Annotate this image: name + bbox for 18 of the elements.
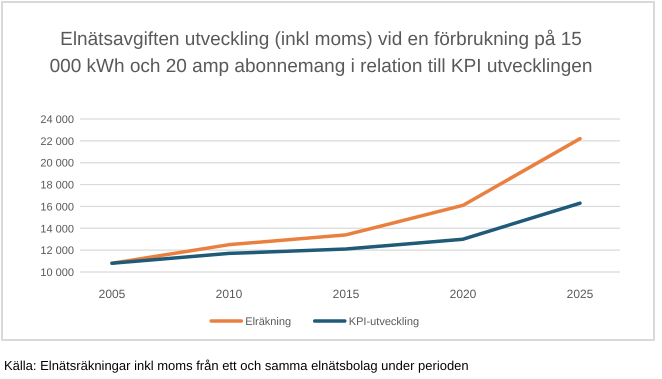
- line-series: [110, 201, 582, 266]
- y-tick-label: 14 000: [40, 223, 74, 236]
- legend-label: KPI-utveckling: [348, 316, 420, 328]
- y-tick-label: 20 000: [40, 158, 74, 170]
- y-tick-label: 22 000: [40, 136, 74, 148]
- y-tick-label: 18 000: [40, 180, 74, 192]
- chart-title: Elnätsavgiften utveckling (inkl moms) vid en förbrukning på 15 000 kWh och 20 amp abonnemang i relation till KPI utvecklingen: [50, 29, 592, 77]
- text: Källa: Elnätsräkningar inkl moms från ett och samma elnätsbolag under perioden: [4, 358, 469, 373]
- x-tick-label: 2015: [332, 287, 360, 301]
- y-tick-label: 16 000: [40, 201, 74, 214]
- x-tick-label: 2005: [98, 287, 126, 301]
- y-tick-label: 12 000: [40, 245, 74, 258]
- x-tick-label: 2025: [566, 287, 594, 301]
- x-tick-label: 2010: [216, 287, 243, 301]
- x-tick-label: 2020: [450, 287, 477, 301]
- legend-label: Elräkning: [245, 316, 292, 328]
- y-tick-label: 10 000: [40, 267, 74, 279]
- y-tick-label: 24 000: [40, 114, 74, 126]
